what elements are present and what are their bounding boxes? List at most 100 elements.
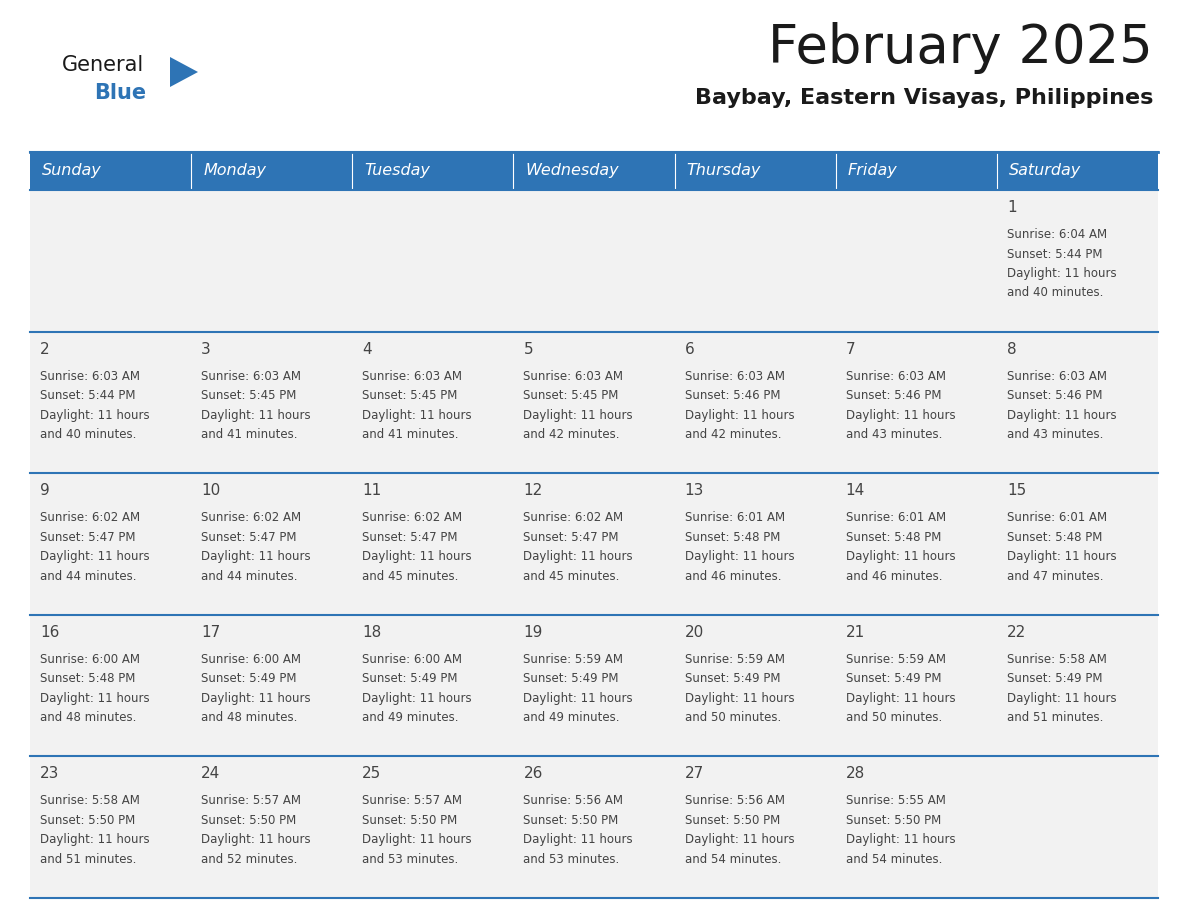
Text: Sunrise: 5:57 AM: Sunrise: 5:57 AM (362, 794, 462, 808)
Bar (835, 473, 997, 615)
Text: Sunrise: 5:59 AM: Sunrise: 5:59 AM (684, 653, 784, 666)
Text: 10: 10 (201, 483, 221, 498)
Text: General: General (62, 55, 144, 75)
Bar (30, 473, 191, 615)
Bar (835, 152, 997, 190)
Bar (835, 331, 997, 473)
Text: 24: 24 (201, 767, 221, 781)
Text: Sunset: 5:46 PM: Sunset: 5:46 PM (684, 389, 781, 402)
Text: Sunset: 5:47 PM: Sunset: 5:47 PM (524, 531, 619, 543)
Text: 22: 22 (1007, 625, 1026, 640)
Text: Sunrise: 6:04 AM: Sunrise: 6:04 AM (1007, 228, 1107, 241)
Text: Sunrise: 5:56 AM: Sunrise: 5:56 AM (684, 794, 784, 808)
Text: and 47 minutes.: and 47 minutes. (1007, 570, 1104, 583)
Text: 28: 28 (846, 767, 865, 781)
Text: Sunset: 5:44 PM: Sunset: 5:44 PM (1007, 248, 1102, 261)
Text: Sunset: 5:44 PM: Sunset: 5:44 PM (40, 389, 135, 402)
Text: and 49 minutes.: and 49 minutes. (524, 711, 620, 724)
Bar (997, 473, 1158, 615)
Text: and 41 minutes.: and 41 minutes. (362, 428, 459, 442)
Text: Daylight: 11 hours: Daylight: 11 hours (201, 550, 311, 564)
Text: Daylight: 11 hours: Daylight: 11 hours (1007, 550, 1117, 564)
Text: and 43 minutes.: and 43 minutes. (1007, 428, 1104, 442)
Text: and 48 minutes.: and 48 minutes. (201, 711, 297, 724)
Text: 4: 4 (362, 341, 372, 356)
Text: Daylight: 11 hours: Daylight: 11 hours (40, 409, 150, 421)
Bar (997, 190, 1158, 331)
Bar (513, 190, 675, 331)
Text: and 54 minutes.: and 54 minutes. (684, 853, 781, 866)
Text: Daylight: 11 hours: Daylight: 11 hours (1007, 409, 1117, 421)
Text: and 48 minutes.: and 48 minutes. (40, 711, 137, 724)
Bar (30, 756, 191, 898)
Bar (675, 473, 835, 615)
Text: 17: 17 (201, 625, 221, 640)
Text: Sunday: Sunday (42, 163, 102, 178)
Text: and 40 minutes.: and 40 minutes. (40, 428, 137, 442)
Bar (675, 756, 835, 898)
Bar (835, 615, 997, 756)
Text: Sunset: 5:50 PM: Sunset: 5:50 PM (362, 814, 457, 827)
Text: Sunrise: 6:03 AM: Sunrise: 6:03 AM (846, 370, 946, 383)
Text: Sunrise: 5:56 AM: Sunrise: 5:56 AM (524, 794, 624, 808)
Text: Daylight: 11 hours: Daylight: 11 hours (684, 692, 795, 705)
Bar (513, 473, 675, 615)
Text: Sunset: 5:50 PM: Sunset: 5:50 PM (201, 814, 296, 827)
Text: 27: 27 (684, 767, 703, 781)
Bar (835, 756, 997, 898)
Text: Sunset: 5:49 PM: Sunset: 5:49 PM (1007, 672, 1102, 686)
Text: Sunrise: 6:03 AM: Sunrise: 6:03 AM (201, 370, 301, 383)
Text: Sunrise: 5:59 AM: Sunrise: 5:59 AM (846, 653, 946, 666)
Text: Sunrise: 6:02 AM: Sunrise: 6:02 AM (40, 511, 140, 524)
Text: and 42 minutes.: and 42 minutes. (684, 428, 781, 442)
Text: Daylight: 11 hours: Daylight: 11 hours (201, 834, 311, 846)
Text: Sunrise: 6:03 AM: Sunrise: 6:03 AM (1007, 370, 1107, 383)
Text: Daylight: 11 hours: Daylight: 11 hours (362, 550, 472, 564)
Bar (191, 331, 353, 473)
Bar (191, 190, 353, 331)
Text: Daylight: 11 hours: Daylight: 11 hours (524, 692, 633, 705)
Text: Sunset: 5:49 PM: Sunset: 5:49 PM (201, 672, 297, 686)
Bar (30, 331, 191, 473)
Bar (30, 615, 191, 756)
Text: Friday: Friday (848, 163, 897, 178)
Bar (675, 190, 835, 331)
Text: 14: 14 (846, 483, 865, 498)
Text: Sunset: 5:47 PM: Sunset: 5:47 PM (40, 531, 135, 543)
Text: Sunset: 5:47 PM: Sunset: 5:47 PM (362, 531, 457, 543)
Bar (353, 473, 513, 615)
Bar (997, 152, 1158, 190)
Bar (513, 615, 675, 756)
Text: and 52 minutes.: and 52 minutes. (201, 853, 297, 866)
Text: and 44 minutes.: and 44 minutes. (40, 570, 137, 583)
Text: 23: 23 (40, 767, 59, 781)
Text: Sunset: 5:45 PM: Sunset: 5:45 PM (201, 389, 297, 402)
Text: Daylight: 11 hours: Daylight: 11 hours (362, 409, 472, 421)
Text: and 53 minutes.: and 53 minutes. (362, 853, 459, 866)
Bar (835, 190, 997, 331)
Text: Sunset: 5:49 PM: Sunset: 5:49 PM (684, 672, 781, 686)
Text: Daylight: 11 hours: Daylight: 11 hours (524, 550, 633, 564)
Text: Daylight: 11 hours: Daylight: 11 hours (846, 550, 955, 564)
Bar (353, 331, 513, 473)
Text: Sunset: 5:50 PM: Sunset: 5:50 PM (684, 814, 779, 827)
Text: Daylight: 11 hours: Daylight: 11 hours (362, 834, 472, 846)
Text: 7: 7 (846, 341, 855, 356)
Text: and 43 minutes.: and 43 minutes. (846, 428, 942, 442)
Text: 26: 26 (524, 767, 543, 781)
Bar (30, 152, 191, 190)
Text: and 40 minutes.: and 40 minutes. (1007, 286, 1104, 299)
Text: 15: 15 (1007, 483, 1026, 498)
Text: Sunrise: 6:01 AM: Sunrise: 6:01 AM (684, 511, 785, 524)
Bar (675, 152, 835, 190)
Text: Sunset: 5:50 PM: Sunset: 5:50 PM (846, 814, 941, 827)
Text: Wednesday: Wednesday (525, 163, 619, 178)
Text: Daylight: 11 hours: Daylight: 11 hours (201, 692, 311, 705)
Text: Daylight: 11 hours: Daylight: 11 hours (846, 834, 955, 846)
Text: Daylight: 11 hours: Daylight: 11 hours (684, 550, 795, 564)
Bar (30, 190, 191, 331)
Text: Sunset: 5:49 PM: Sunset: 5:49 PM (846, 672, 941, 686)
Text: and 51 minutes.: and 51 minutes. (1007, 711, 1104, 724)
Text: Daylight: 11 hours: Daylight: 11 hours (40, 550, 150, 564)
Text: Sunset: 5:45 PM: Sunset: 5:45 PM (362, 389, 457, 402)
